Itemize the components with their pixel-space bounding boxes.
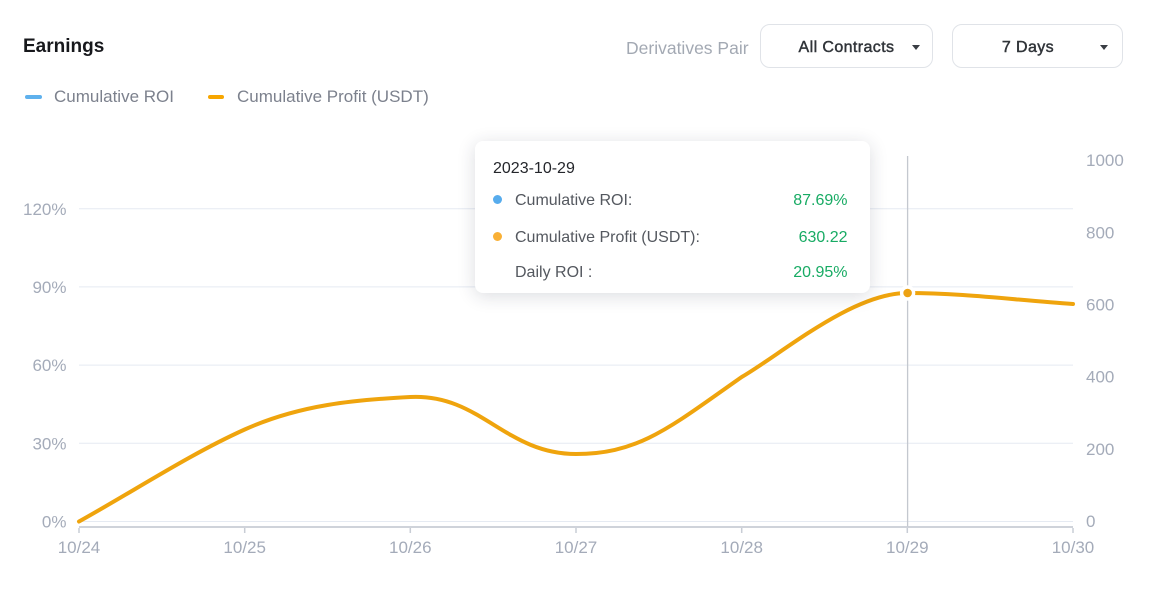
- svg-text:10/28: 10/28: [720, 538, 763, 557]
- svg-text:120%: 120%: [23, 200, 66, 219]
- svg-text:10/26: 10/26: [389, 538, 432, 557]
- svg-text:10/27: 10/27: [555, 538, 598, 557]
- svg-text:90%: 90%: [32, 278, 66, 297]
- svg-text:600: 600: [1086, 296, 1114, 315]
- svg-text:10/25: 10/25: [223, 538, 266, 557]
- svg-text:0%: 0%: [42, 513, 67, 532]
- svg-text:400: 400: [1086, 368, 1114, 387]
- svg-text:10/29: 10/29: [886, 538, 929, 557]
- svg-text:800: 800: [1086, 223, 1114, 242]
- svg-text:60%: 60%: [32, 356, 66, 375]
- svg-text:30%: 30%: [32, 434, 66, 453]
- svg-text:10/24: 10/24: [58, 538, 101, 557]
- svg-text:1000: 1000: [1086, 151, 1124, 170]
- svg-text:200: 200: [1086, 440, 1114, 459]
- svg-text:10/30: 10/30: [1052, 538, 1095, 557]
- svg-text:0: 0: [1086, 512, 1095, 531]
